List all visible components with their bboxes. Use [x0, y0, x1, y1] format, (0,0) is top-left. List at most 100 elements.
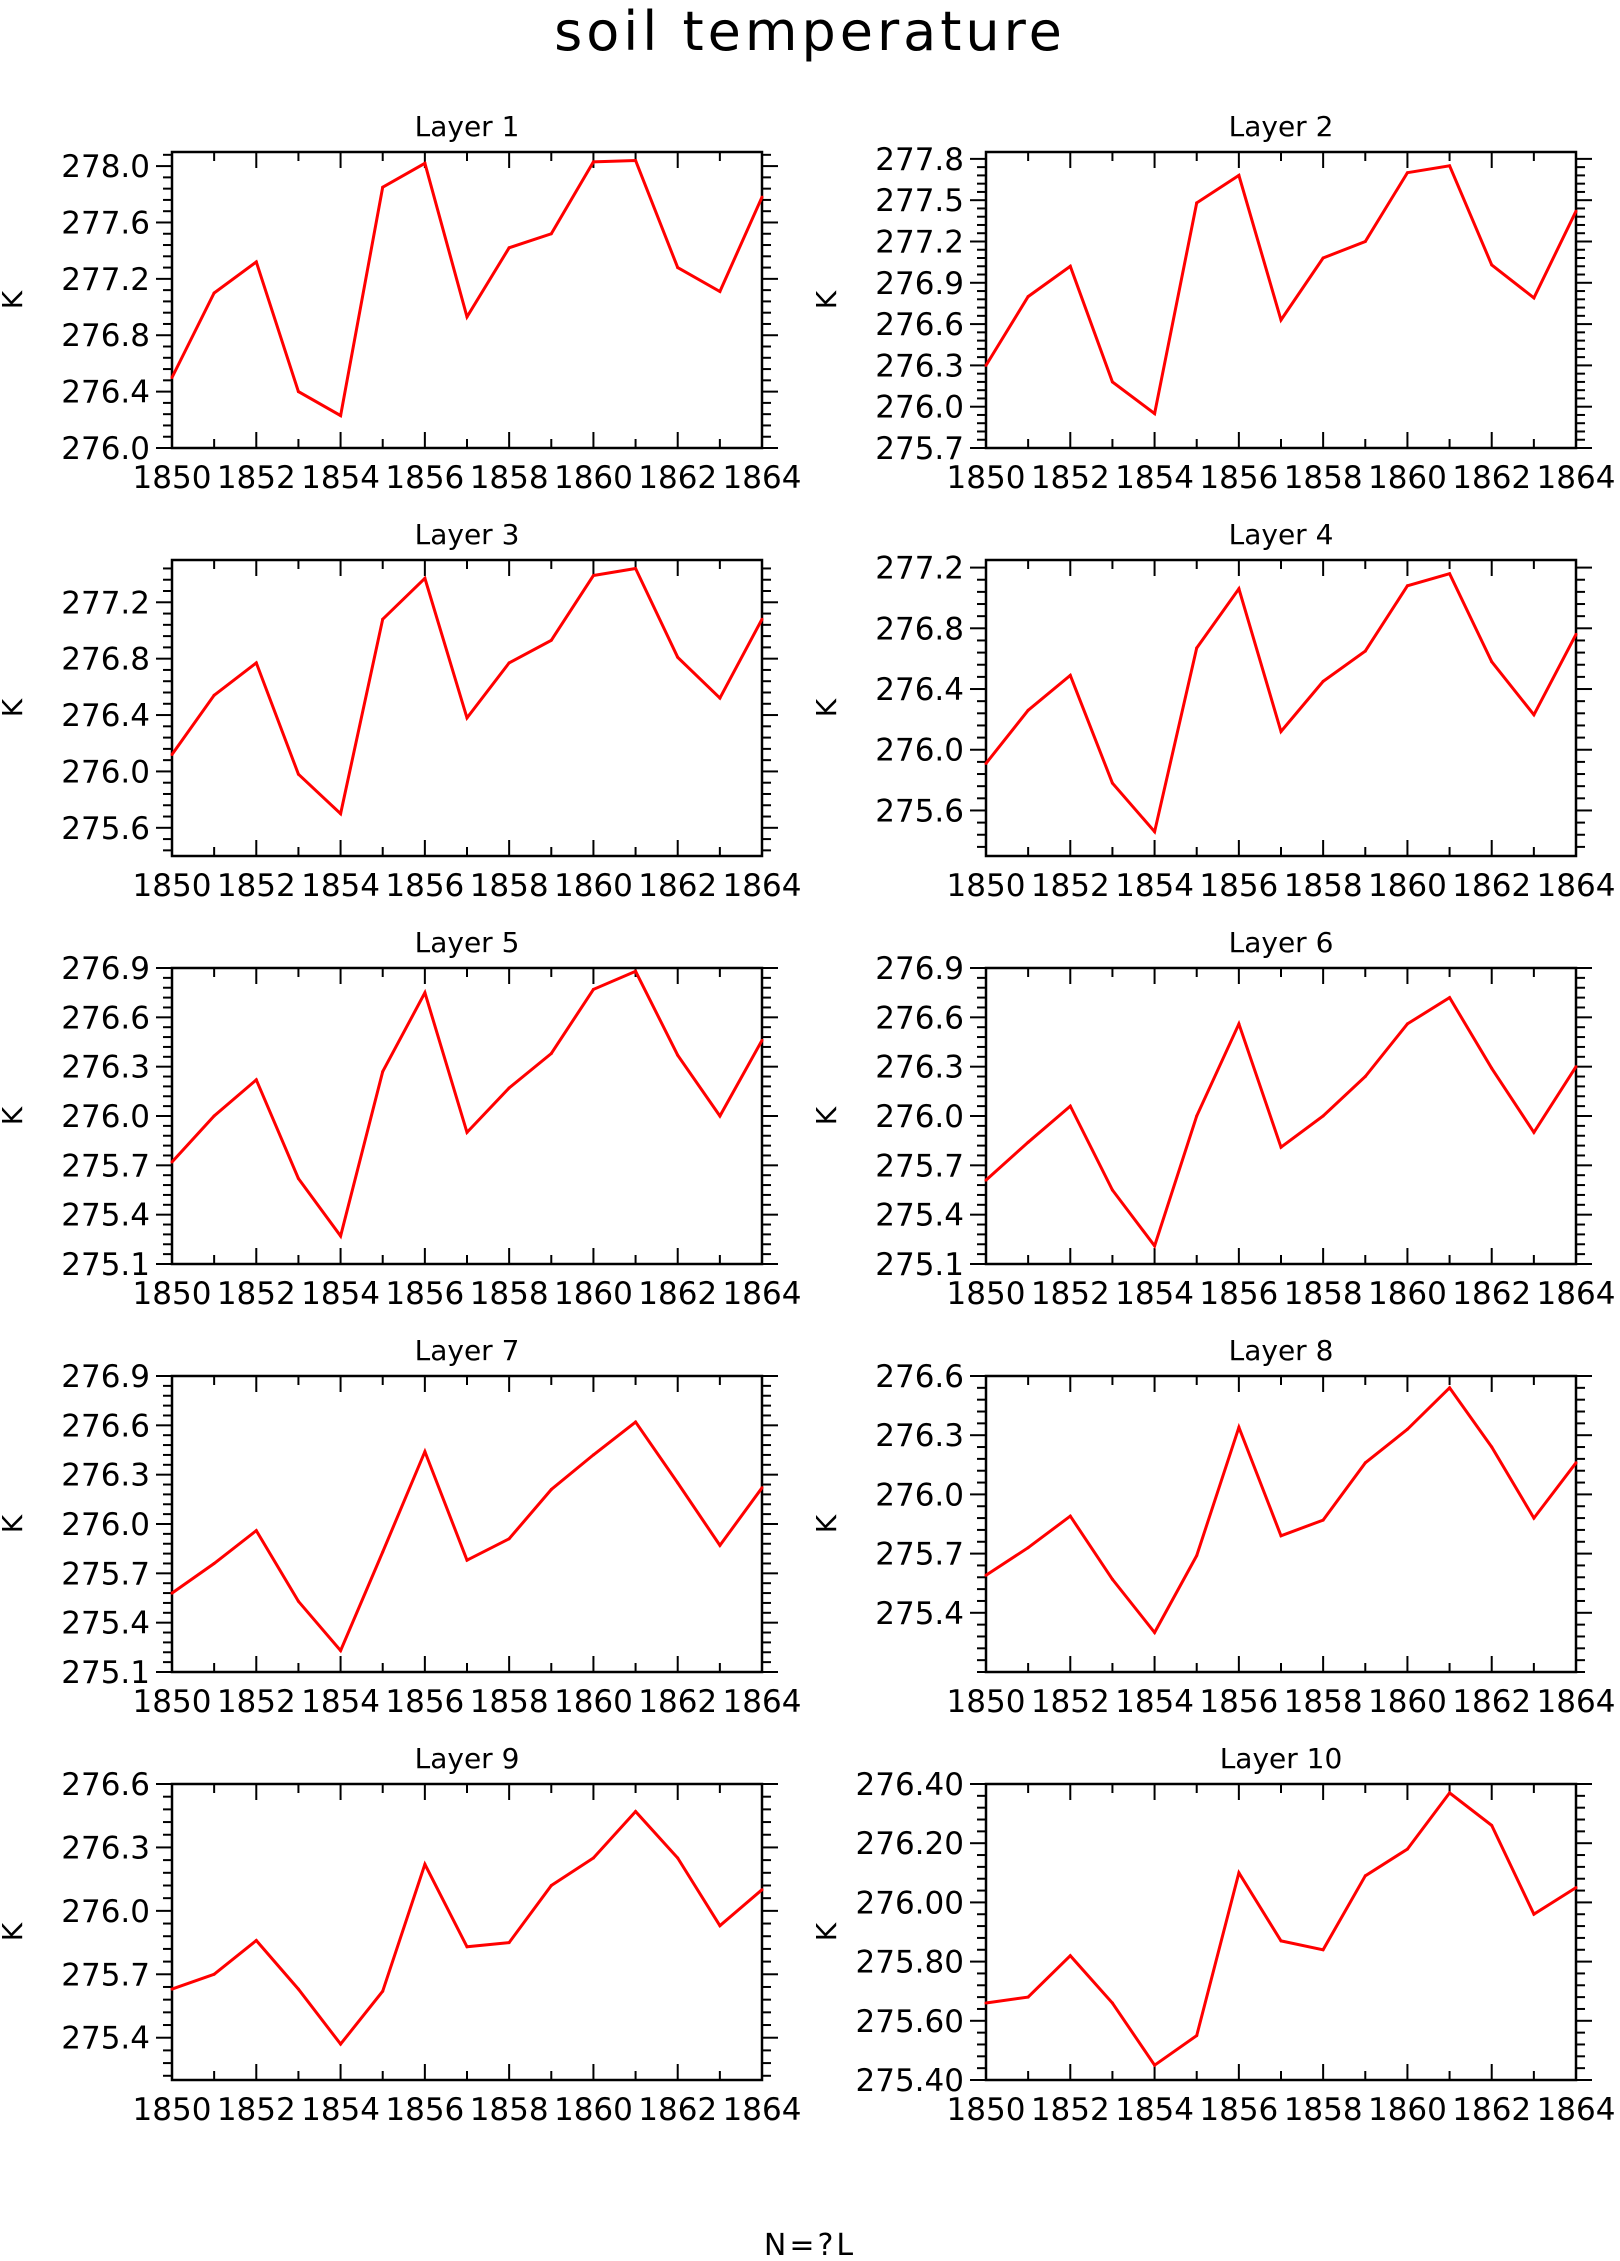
y-axis-label: K — [0, 290, 29, 309]
data-point — [1405, 1847, 1409, 1851]
data-point — [591, 1856, 595, 1860]
data-point — [507, 1941, 511, 1945]
data-point — [339, 414, 343, 418]
x-tick-label: 1858 — [1284, 2092, 1363, 2128]
y-tick-label: 276.0 — [61, 754, 150, 790]
data-point — [507, 246, 511, 250]
y-tick-label: 276.6 — [875, 307, 964, 343]
x-tick-label: 1856 — [385, 1276, 464, 1312]
x-tick-label: 1858 — [1284, 868, 1363, 904]
data-point — [676, 655, 680, 659]
x-tick-label: 1852 — [217, 2092, 296, 2128]
y-axis-label: K — [0, 1514, 29, 1533]
data-point — [1195, 201, 1199, 205]
data-point — [254, 1078, 258, 1082]
panel-title: Layer 3 — [415, 518, 520, 551]
data-point — [1448, 1386, 1452, 1390]
x-tick-label: 1854 — [1115, 868, 1194, 904]
data-point — [1574, 1461, 1578, 1465]
data-point — [1068, 673, 1072, 677]
chart-panel-layer-6: Layer 6 1850 1852 1854 1856 1858 1860 1862 1864 2… — [810, 926, 1615, 1312]
data-point — [381, 617, 385, 621]
data-point — [1237, 173, 1241, 177]
data-point — [381, 1989, 385, 1993]
x-tick-label: 1856 — [1199, 1276, 1278, 1312]
y-tick-label: 275.7 — [875, 1537, 964, 1573]
data-point — [676, 1856, 680, 1860]
data-point — [1363, 1874, 1367, 1878]
y-tick-label: 276.0 — [61, 1099, 150, 1135]
data-point — [1237, 1022, 1241, 1026]
data-point — [1153, 2063, 1157, 2067]
data-point — [549, 638, 553, 642]
y-tick-label: 276.6 — [875, 1359, 964, 1395]
chart-panel-layer-3: Layer 3 1850 1852 1854 1856 1858 1860 1862 1864 2… — [0, 518, 801, 904]
y-tick-label: 276.8 — [875, 611, 964, 647]
data-point — [549, 1488, 553, 1491]
data-point — [212, 1114, 216, 1118]
x-tick-label: 1860 — [554, 1276, 633, 1312]
data-point — [718, 1114, 722, 1118]
x-tick-label: 1860 — [554, 460, 633, 496]
y-tick-label: 275.7 — [875, 1148, 964, 1184]
data-point — [1532, 1516, 1536, 1520]
x-tick-label: 1850 — [947, 1684, 1026, 1720]
panel-title: Layer 1 — [415, 110, 520, 143]
data-point — [423, 576, 427, 580]
data-point — [1321, 1518, 1325, 1522]
data-point — [984, 363, 988, 367]
panel-title: Layer 6 — [1229, 926, 1334, 959]
data-point — [1574, 209, 1578, 213]
data-point — [423, 1450, 427, 1454]
y-axis-label: K — [0, 1106, 29, 1125]
data-point — [1068, 1514, 1072, 1518]
y-tick-label: 275.4 — [61, 1198, 150, 1234]
x-tick-label: 1862 — [638, 868, 717, 904]
y-tick-label: 277.2 — [875, 551, 964, 587]
data-point — [1279, 1145, 1283, 1149]
data-point — [1195, 2034, 1199, 2038]
y-tick-label: 276.6 — [61, 1767, 150, 1803]
y-tick-label: 278.0 — [61, 149, 150, 185]
data-point — [984, 2001, 988, 2005]
x-tick-label: 1850 — [947, 868, 1026, 904]
x-tick-label: 1852 — [1031, 1684, 1110, 1720]
x-tick-label: 1858 — [470, 1684, 549, 1720]
series-line — [170, 969, 764, 1240]
x-tick-label: 1862 — [638, 2092, 717, 2128]
y-tick-label: 275.4 — [61, 1606, 150, 1642]
chart-panel-layer-2: Layer 2 1850 1852 1854 1856 1858 1860 1862 1864 2… — [810, 110, 1615, 496]
x-tick-label: 1852 — [217, 460, 296, 496]
x-tick-label: 1864 — [723, 1684, 802, 1720]
data-point — [1110, 2001, 1114, 2005]
data-point — [1490, 1823, 1494, 1827]
data-point — [1405, 1427, 1409, 1431]
y-tick-label: 276.4 — [875, 672, 964, 708]
y-tick-label: 277.2 — [875, 224, 964, 260]
y-tick-label: 276.8 — [61, 318, 150, 354]
plot-frame — [170, 150, 764, 450]
y-axis-label: K — [810, 698, 843, 717]
series-line — [171, 1419, 764, 1654]
data-point — [1363, 1461, 1367, 1465]
y-tick-label: 276.3 — [61, 1050, 150, 1086]
data-point — [1068, 1954, 1072, 1958]
figure-title: soil temperature — [554, 0, 1066, 63]
y-tick-label: 277.2 — [61, 262, 150, 298]
data-point — [1363, 240, 1367, 243]
data-point — [423, 1862, 427, 1866]
plot-frame — [984, 558, 1578, 858]
panel-title: Layer 4 — [1229, 518, 1334, 551]
x-tick-label: 1856 — [1199, 2092, 1278, 2128]
data-point — [676, 1053, 680, 1057]
y-tick-label: 276.0 — [875, 390, 964, 426]
data-point — [1279, 318, 1283, 322]
data-point — [1574, 1065, 1578, 1069]
data-point — [1363, 1075, 1367, 1078]
panel-title: Layer 8 — [1229, 1334, 1334, 1367]
y-axis-label: K — [0, 1922, 29, 1941]
x-tick-label: 1864 — [723, 2092, 802, 2128]
data-point — [549, 1052, 553, 1055]
x-tick-label: 1854 — [1115, 1684, 1194, 1720]
x-tick-label: 1852 — [217, 1276, 296, 1312]
